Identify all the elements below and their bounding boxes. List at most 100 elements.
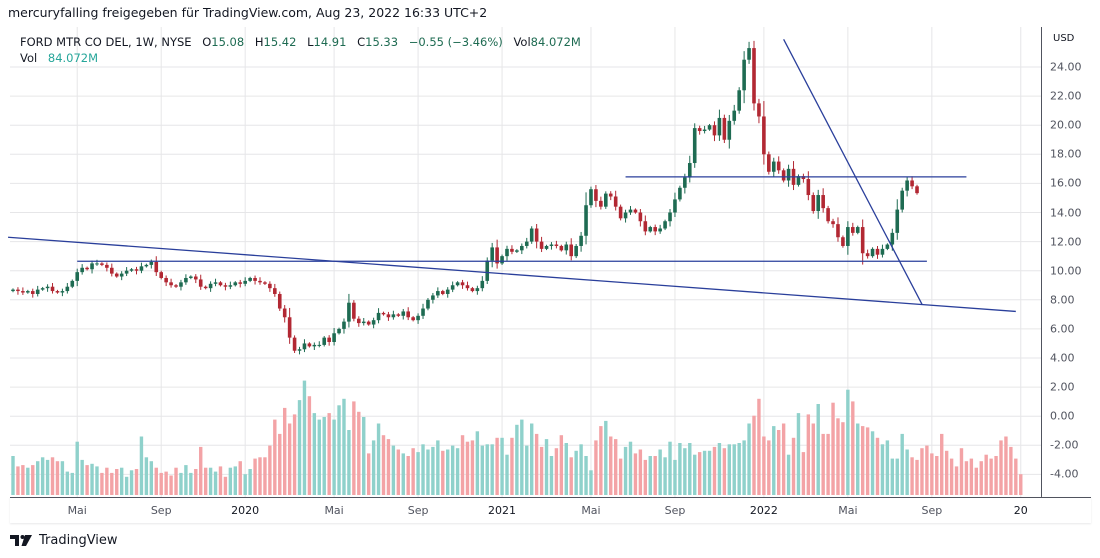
volume-bar xyxy=(406,456,410,495)
volume-bar xyxy=(100,472,104,495)
candle xyxy=(421,303,425,319)
candle-body xyxy=(900,190,904,210)
volume-indicator-label[interactable]: Vol xyxy=(20,51,38,65)
candle-body xyxy=(495,247,499,264)
volume-bar xyxy=(628,441,633,495)
volume-bar xyxy=(283,407,287,495)
volume-bar xyxy=(366,453,371,495)
volume-bar xyxy=(747,423,751,495)
candle-body xyxy=(282,308,287,318)
legend-volume: Vol84.072M xyxy=(513,35,581,49)
volume-bar xyxy=(203,467,208,495)
candle xyxy=(470,286,475,293)
candle-body xyxy=(174,285,178,287)
candle xyxy=(510,245,514,255)
candle-body xyxy=(337,328,341,334)
candle-body xyxy=(60,291,65,293)
candle xyxy=(633,208,638,214)
volume-bar xyxy=(421,444,425,495)
candle-body xyxy=(855,227,860,233)
candle-body xyxy=(767,154,771,172)
candle-body xyxy=(653,227,657,232)
candle xyxy=(302,339,307,353)
candle xyxy=(213,278,218,287)
candle xyxy=(238,279,243,288)
candle xyxy=(460,279,465,289)
candle xyxy=(406,307,410,321)
volume-bar xyxy=(633,453,638,495)
candle-body xyxy=(213,282,218,284)
volume-bar xyxy=(386,439,391,495)
candle xyxy=(737,87,741,114)
candlestick-series xyxy=(11,40,919,355)
candle-body xyxy=(248,277,252,281)
candle xyxy=(564,241,569,255)
candle-body xyxy=(727,120,732,140)
candle-body xyxy=(357,318,361,324)
volume-bar xyxy=(31,465,35,495)
volume-bar xyxy=(90,463,94,495)
candle-body xyxy=(589,189,593,206)
legend-close: C15.33 xyxy=(357,35,399,49)
candle-body xyxy=(515,250,519,252)
price-tick-label: 8.00 xyxy=(1050,293,1075,307)
candle-body xyxy=(110,267,114,274)
candle-body xyxy=(618,206,623,219)
volume-bar xyxy=(110,472,114,495)
tradingview-logo-icon xyxy=(10,534,32,546)
volume-bar xyxy=(589,470,593,495)
candle-body xyxy=(55,291,60,293)
candle xyxy=(722,114,727,144)
volume-bar xyxy=(233,466,237,495)
candle-body xyxy=(376,312,381,321)
candle xyxy=(673,192,677,218)
candle xyxy=(50,282,55,294)
candle-body xyxy=(885,244,890,249)
candle xyxy=(643,215,648,236)
volume-bar xyxy=(915,459,919,495)
trendline-drawings xyxy=(8,39,1016,313)
volume-bar xyxy=(263,457,267,495)
volume-bar xyxy=(55,461,60,495)
volume-bar xyxy=(228,467,233,495)
volume-bar xyxy=(362,417,366,495)
volume-bar xyxy=(534,433,539,495)
candle xyxy=(648,225,653,233)
candle xyxy=(875,246,880,259)
candle-body xyxy=(436,291,440,296)
candle xyxy=(529,226,534,244)
volume-bar xyxy=(742,440,746,495)
candle-body xyxy=(623,212,628,219)
candle xyxy=(450,281,455,293)
legend-symbol[interactable]: FORD MTR CO DEL, 1W, NYSE xyxy=(20,35,192,49)
candle xyxy=(707,123,712,131)
candle xyxy=(371,317,376,329)
candle xyxy=(771,157,776,178)
volume-bar xyxy=(618,458,623,495)
candle xyxy=(910,176,914,190)
candle xyxy=(851,222,855,236)
volume-bar xyxy=(450,445,455,495)
candle-body xyxy=(366,321,371,325)
candle-body xyxy=(332,333,336,342)
candle xyxy=(668,209,672,227)
time-axis[interactable]: Mai Sep 2020 Mai Sep 2021 Mai Sep 2022 Mai Sep 20 xyxy=(10,497,1091,523)
candle-body xyxy=(381,312,386,315)
candle-body xyxy=(322,337,327,345)
candle-body xyxy=(836,224,840,238)
candle xyxy=(816,189,821,219)
candle-body xyxy=(21,291,25,293)
candle xyxy=(243,277,247,287)
volume-bar xyxy=(964,461,969,495)
candle-body xyxy=(208,283,213,289)
candle xyxy=(208,281,213,292)
candle xyxy=(332,328,336,346)
candle-body xyxy=(179,282,183,287)
volume-bar xyxy=(65,471,70,495)
volume-bar xyxy=(623,446,628,495)
currency-label: USD xyxy=(1053,33,1075,44)
candle-body xyxy=(851,227,855,233)
price-axis[interactable]: USD 24.00 22.00 20.00 18.00 16.00 14.00 12.00 1… xyxy=(1041,27,1091,497)
volume-bar xyxy=(520,419,524,495)
